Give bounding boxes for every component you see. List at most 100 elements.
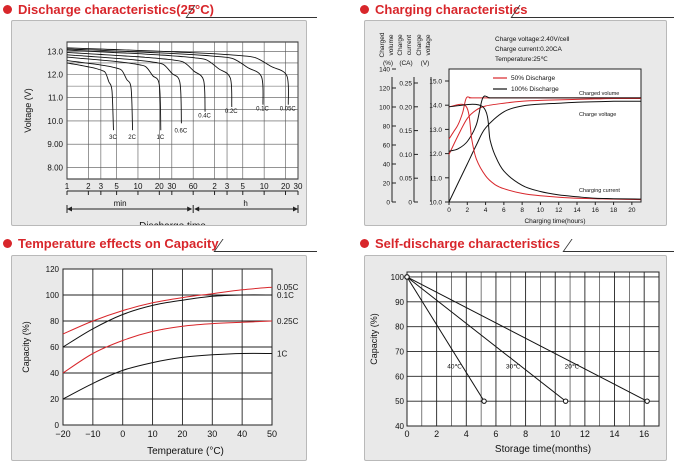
y-tick-label: 11.0 (48, 94, 64, 103)
current-tick-label: 0 (408, 200, 412, 207)
x-tick-label: 3 (225, 182, 230, 191)
arrow-icon (293, 206, 298, 212)
curve-label: Charge voltage (579, 112, 616, 118)
x-tick-label: 10 (134, 182, 143, 191)
series-label-20℃: 20℃ (565, 363, 580, 370)
bullet-dot-icon (360, 4, 369, 14)
y-tick-label: 20 (50, 395, 59, 404)
current-tick-label: 0.15 (399, 128, 412, 135)
volume-tick-label: 100 (379, 105, 390, 112)
selfdischarge-title: Self-discharge characteristics (375, 235, 560, 251)
discharge-curve-0.05C (66, 47, 289, 105)
x-tick-label: 3 (99, 182, 104, 191)
x-tick-label: 30 (167, 182, 176, 191)
voltage-tick-label: 15.0 (429, 79, 442, 86)
x-tick-label: 2 (465, 207, 469, 214)
y-tick-label: 70 (395, 347, 404, 356)
x-tick-label: −20 (55, 429, 70, 439)
selfdischarge-header: Self-discharge characteristics (357, 234, 560, 252)
x-tick-label: 60 (189, 182, 198, 191)
voltage-tick-label: 10.0 (429, 200, 442, 207)
x-tick-label: 20 (281, 182, 290, 191)
series-label-1C: 1C (277, 350, 287, 359)
curve-label-3C: 3C (109, 135, 117, 141)
temperature-chart-box: −20 −10 0 10 20 30 40 50 0 20 40 60 80 100 120 Capacity… (11, 255, 307, 461)
axis-header: current (406, 35, 413, 55)
x-tick-label: 1 (65, 182, 70, 191)
voltage-tick-label: 13.0 (429, 127, 442, 134)
unit-min-label: min (114, 199, 127, 208)
x-tick-label: 10 (260, 182, 269, 191)
discharge-curve-0.4C (66, 51, 206, 112)
selfdischarge-panel: Self-discharge characteristics 0 2 4 6 8 10 12… (357, 234, 676, 465)
x-tick-label: 5 (241, 182, 246, 191)
x-axis-label: Temperature (°C) (147, 446, 224, 457)
x-tick-label: 4 (484, 207, 488, 214)
bullet-dot-icon (3, 238, 12, 248)
axis-header: Charge (416, 34, 423, 56)
x-tick-label: 4 (464, 429, 469, 439)
discharge-curve-2C (66, 60, 134, 131)
y-tick-label: 60 (50, 343, 59, 352)
discharge-curve-0.1C (66, 48, 264, 105)
x-tick-label: 20 (177, 429, 187, 439)
curve-label-1C: 1C (156, 135, 164, 141)
curve-label-2C: 2C (128, 135, 136, 141)
x-tick-label: 50 (267, 429, 277, 439)
plot-area (406, 271, 660, 427)
arrow-icon (187, 206, 193, 212)
series-label-40℃: 40℃ (447, 363, 462, 370)
volume-tick-label: 60 (383, 143, 391, 150)
charging-title: Charging characteristics (375, 1, 528, 17)
temperature-series-0.1C (62, 294, 273, 348)
arrow-icon (67, 206, 72, 212)
discharge-panel: Discharge characteristics(25°C) 13.0 12.0… (0, 0, 320, 232)
axis-header: voltage (425, 34, 432, 55)
curve-label-0.05C: 0.05C (280, 107, 297, 113)
x-tick-label: 14 (610, 429, 620, 439)
charging-series-voltage-black (448, 95, 641, 152)
temperature-series-0.05C (62, 286, 273, 335)
current-tick-label: 0.10 (399, 152, 412, 159)
x-tick-label: 5 (114, 182, 119, 191)
x-tick-label: 30 (207, 429, 217, 439)
axis-header: Charged (379, 32, 386, 57)
data-point (481, 398, 487, 404)
selfdischarge-chart: 0 2 4 6 8 10 12 14 16 40 50 60 70 80 90 100 Capacity (%)… (369, 271, 660, 455)
y-tick-label: 100 (46, 291, 60, 300)
discharge-curve-3C (66, 62, 114, 131)
curve-label-0.6C: 0.6C (175, 128, 188, 134)
discharge-curve-0.6C (66, 54, 182, 124)
curve-label: Charging current (579, 188, 620, 194)
x-tick-label: 12 (580, 429, 590, 439)
volume-tick-label: 0 (386, 200, 390, 207)
y-tick-label: 8.00 (47, 163, 63, 172)
discharge-curve-1C (66, 56, 162, 131)
discharge-curve-0.2C (66, 49, 233, 108)
volume-tick-label: 140 (379, 67, 390, 74)
x-tick-label: 10 (148, 429, 158, 439)
discharge-header: Discharge characteristics(25°C) (0, 0, 214, 18)
y-tick-label: 60 (395, 372, 404, 381)
y-tick-label: 9.00 (47, 140, 63, 149)
y-tick-label: 100 (391, 273, 405, 282)
x-tick-label: 6 (502, 207, 506, 214)
discharge-curves (66, 47, 289, 131)
volume-tick-label: 120 (379, 86, 390, 93)
x-tick-label: −10 (85, 429, 100, 439)
x-tick-label: 16 (639, 429, 649, 439)
axis-unit: (V) (421, 60, 430, 67)
charging-chart: Charged volume Charge current Charge voltage(… (379, 32, 642, 225)
charging-header: Charging characteristics (357, 0, 527, 18)
axis-header: Charge (397, 34, 404, 56)
x-tick-label: 2 (434, 429, 439, 439)
x-tick-label: 20 (155, 182, 164, 191)
discharge-title: Discharge characteristics(25°C) (18, 1, 214, 17)
x-tick-label: 10 (550, 429, 560, 439)
legend-label: 100% Discharge (511, 86, 559, 93)
y-tick-label: 0 (55, 421, 60, 430)
series-label-0.25C: 0.25C (277, 317, 299, 326)
x-tick-label: 18 (610, 207, 618, 214)
y-tick-label: 13.0 (47, 47, 63, 56)
x-tick-label: 40 (237, 429, 247, 439)
